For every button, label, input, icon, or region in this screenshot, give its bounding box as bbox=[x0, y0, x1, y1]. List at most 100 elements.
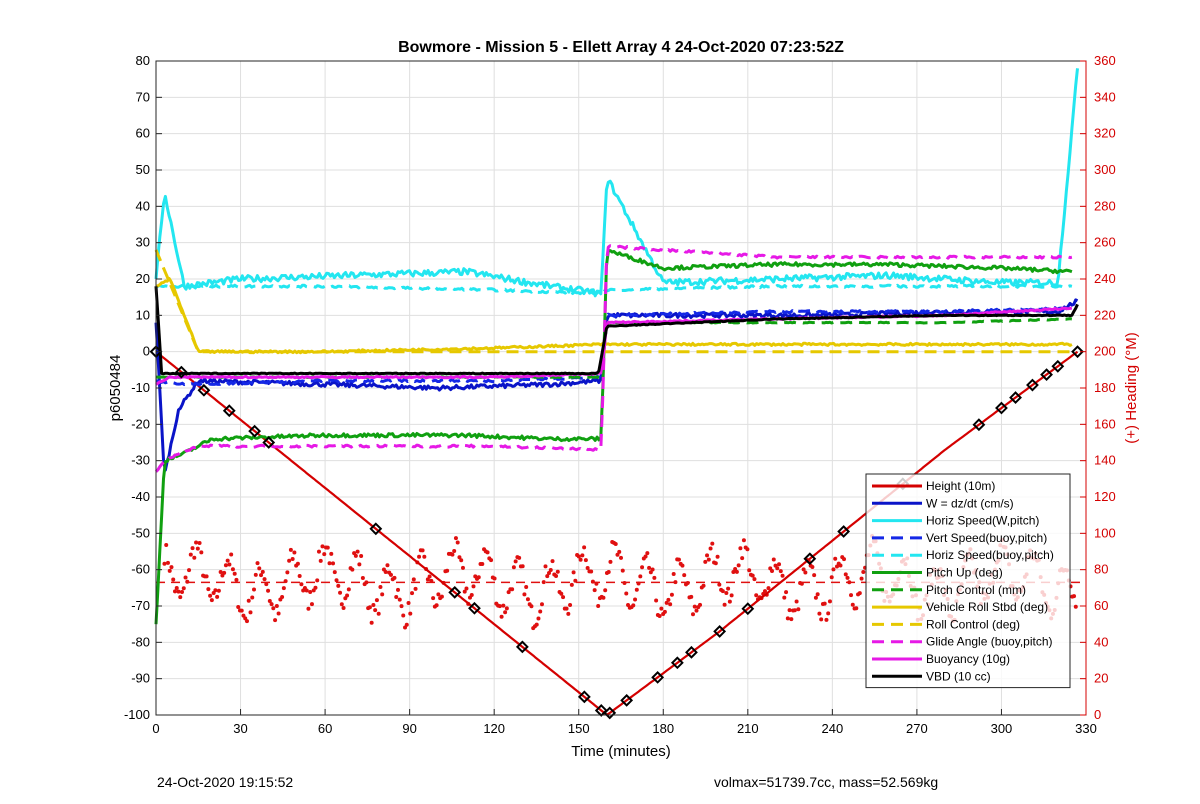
heading-point bbox=[592, 588, 597, 593]
x-tick-label: 330 bbox=[1075, 721, 1097, 736]
heading-point bbox=[178, 595, 183, 600]
heading-point bbox=[668, 602, 673, 607]
series-line-0 bbox=[155, 350, 1079, 716]
heading-point bbox=[698, 602, 703, 607]
heading-point bbox=[395, 587, 400, 592]
heading-point bbox=[715, 554, 720, 559]
heading-point bbox=[854, 606, 859, 611]
heading-point bbox=[476, 575, 481, 580]
legend-label: Roll Control (deg) bbox=[926, 617, 1020, 631]
heading-point bbox=[536, 616, 541, 621]
x-tick-label: 0 bbox=[152, 721, 159, 736]
y-tick-label: -70 bbox=[131, 598, 150, 613]
heading-point bbox=[819, 617, 824, 622]
dive-marker bbox=[222, 404, 236, 418]
heading-point bbox=[576, 554, 581, 559]
heading-point bbox=[450, 552, 455, 557]
heading-point bbox=[325, 545, 330, 550]
dive-marker bbox=[1026, 378, 1039, 392]
heading-point bbox=[174, 586, 179, 591]
y-tick-label: 20 bbox=[136, 271, 150, 286]
heading-point bbox=[295, 561, 300, 566]
heading-point bbox=[360, 576, 365, 581]
heading-point bbox=[594, 581, 599, 586]
heading-point bbox=[216, 588, 221, 593]
heading-point bbox=[183, 575, 188, 580]
heading-point bbox=[622, 581, 627, 586]
x-tick-label: 300 bbox=[991, 721, 1013, 736]
y2-tick-label: 120 bbox=[1094, 489, 1116, 504]
heading-point bbox=[315, 578, 320, 583]
series-layer bbox=[154, 68, 1079, 716]
legend: Height (10m) W = dz/dt (cm/s) Horiz Speed(… bbox=[865, 473, 1071, 689]
legend-label: W = dz/dt (cm/s) bbox=[926, 496, 1014, 510]
heading-point bbox=[770, 568, 775, 573]
dive-marker bbox=[651, 670, 665, 684]
heading-point bbox=[762, 589, 767, 594]
legend-label: Glide Angle (buoy,pitch) bbox=[926, 635, 1053, 649]
heading-point bbox=[313, 585, 318, 590]
heading-point bbox=[309, 602, 314, 607]
heading-point bbox=[1072, 594, 1077, 599]
heading-point bbox=[713, 561, 718, 566]
y-tick-label: -100 bbox=[124, 707, 150, 722]
heading-point bbox=[194, 540, 199, 545]
heading-point bbox=[246, 598, 251, 603]
series-line-5 bbox=[154, 249, 1073, 625]
heading-point bbox=[213, 588, 218, 593]
heading-point bbox=[285, 570, 290, 575]
heading-point bbox=[664, 600, 669, 605]
heading-point bbox=[740, 556, 745, 561]
heading-point bbox=[636, 581, 641, 586]
heading-point bbox=[306, 606, 311, 611]
dive-marker bbox=[995, 401, 1008, 415]
heading-point bbox=[445, 568, 450, 573]
heading-point bbox=[813, 595, 818, 600]
heading-point bbox=[336, 583, 341, 588]
heading-point bbox=[269, 602, 274, 607]
y-tick-label: 50 bbox=[136, 162, 150, 177]
heading-point bbox=[334, 578, 339, 583]
heading-point bbox=[640, 565, 645, 570]
heading-point bbox=[733, 566, 738, 571]
heading-point bbox=[232, 571, 237, 576]
legend-label: VBD (10 cc) bbox=[926, 669, 991, 683]
heading-point bbox=[171, 577, 176, 582]
heading-point bbox=[799, 581, 804, 586]
heading-point bbox=[671, 572, 676, 577]
legend-label: Vert Speed(buoy,pitch) bbox=[926, 531, 1047, 545]
heading-point bbox=[413, 586, 418, 591]
heading-point bbox=[784, 590, 789, 595]
dive-markers bbox=[149, 345, 1084, 720]
heading-point bbox=[525, 597, 530, 602]
legend-label: Buoyancy (10g) bbox=[926, 652, 1010, 666]
legend-label: Pitch Control (mm) bbox=[926, 583, 1026, 597]
heading-point bbox=[620, 568, 625, 573]
heading-point bbox=[229, 552, 234, 557]
heading-point bbox=[859, 576, 864, 581]
x-tick-label: 30 bbox=[233, 721, 247, 736]
y-tick-label: -90 bbox=[131, 671, 150, 686]
heading-point bbox=[750, 573, 755, 578]
heading-point bbox=[462, 589, 467, 594]
heading-point bbox=[606, 569, 611, 574]
heading-point bbox=[222, 570, 227, 575]
heading-point bbox=[659, 606, 664, 611]
heading-point bbox=[364, 580, 369, 585]
y-tick-label: 80 bbox=[136, 53, 150, 68]
heading-point bbox=[434, 603, 439, 608]
heading-point bbox=[266, 588, 271, 593]
dive-marker bbox=[448, 585, 462, 599]
heading-point bbox=[692, 604, 697, 609]
y2-tick-label: 60 bbox=[1094, 598, 1108, 613]
y-tick-label: 40 bbox=[136, 198, 150, 213]
heading-point bbox=[849, 593, 854, 598]
heading-point bbox=[583, 558, 588, 563]
heading-point bbox=[274, 604, 279, 609]
dive-marker bbox=[713, 625, 727, 638]
heading-point bbox=[187, 568, 192, 573]
heading-point bbox=[543, 564, 548, 569]
dive-marker bbox=[468, 601, 481, 615]
heading-point bbox=[652, 575, 657, 580]
heading-point bbox=[455, 540, 460, 545]
